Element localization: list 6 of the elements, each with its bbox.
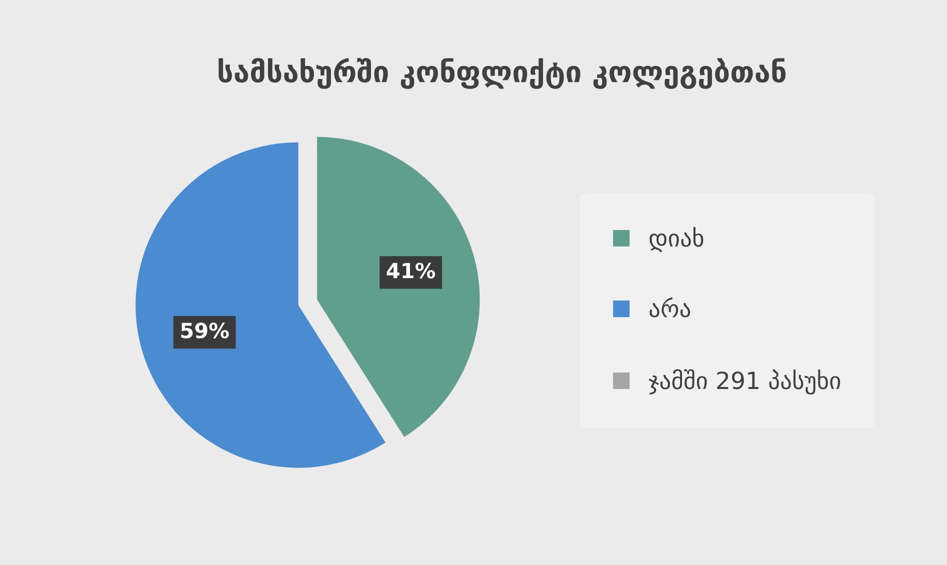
data-label: 41% (386, 262, 436, 278)
data-label: 59% (181, 322, 229, 338)
legend-label: დიახ (650, 226, 704, 252)
chart-title: სამსახურში კონფლიქტი კოლეგებთან (218, 58, 786, 89)
legend-label: არა (650, 297, 690, 318)
legend-label: ჯამში 291 პასუხი (648, 369, 840, 395)
